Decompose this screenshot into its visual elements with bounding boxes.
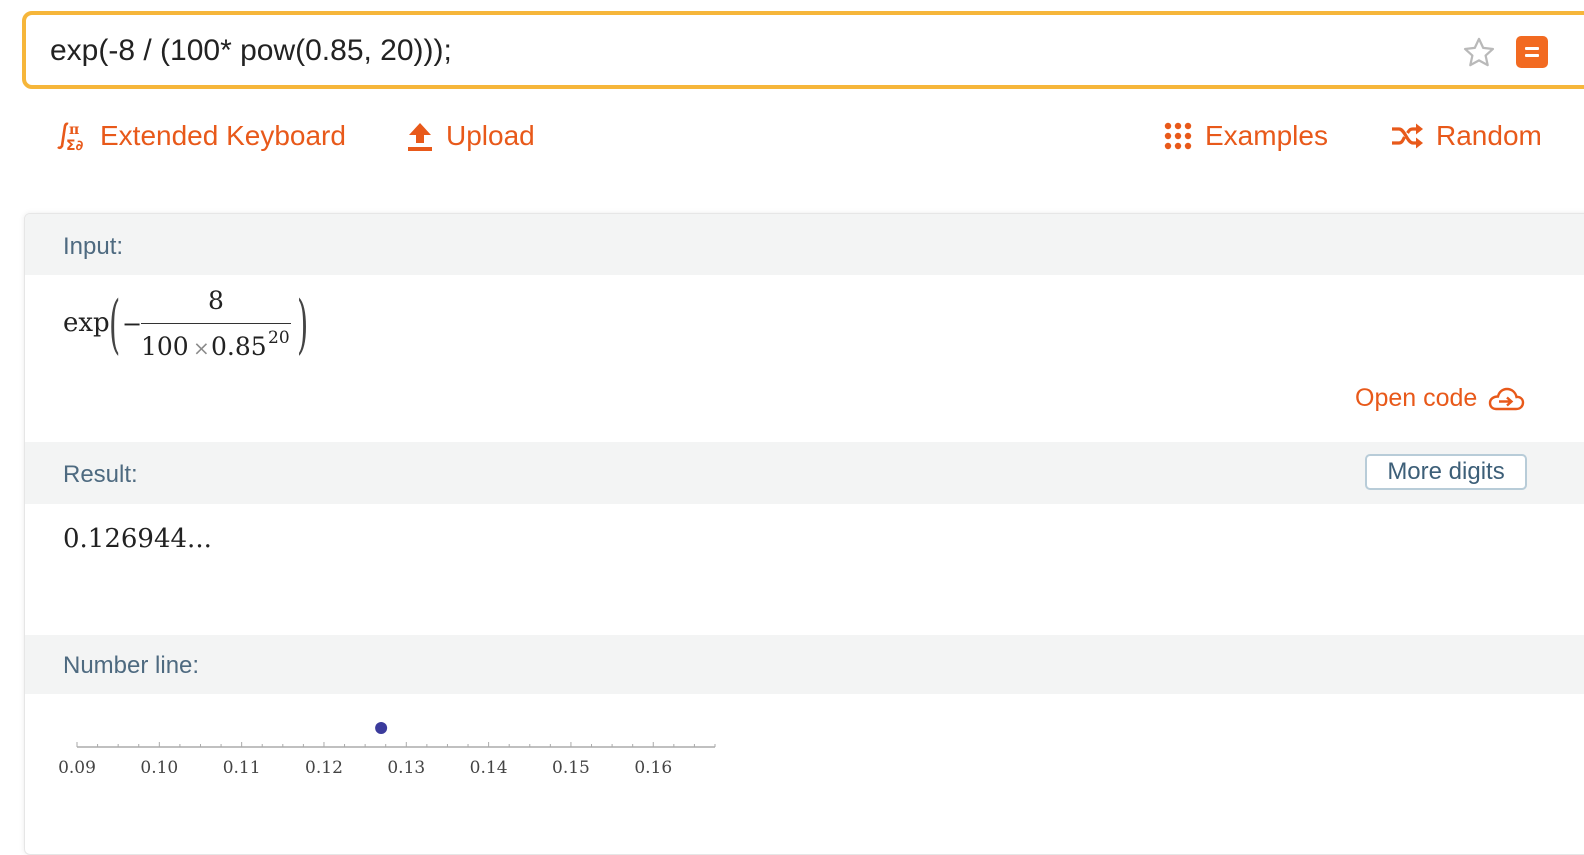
tick-label: 0.10 [140, 758, 178, 778]
upload-label: Upload [446, 120, 535, 151]
random-button[interactable]: Random [1390, 118, 1542, 154]
examples-button[interactable]: Examples [1163, 118, 1328, 154]
tick-label: 0.09 [58, 758, 96, 778]
grid-dots-icon [1164, 122, 1192, 150]
number-line-chart: 0.09 0.10 0.11 0.12 0.13 0.14 0.15 0.16 [58, 722, 716, 778]
svg-text:Σ∂: Σ∂ [66, 138, 84, 153]
tick-label: 0.11 [223, 758, 261, 778]
open-code-link[interactable]: Open code [1355, 384, 1525, 413]
formula-times: × [193, 336, 210, 360]
search-input[interactable] [50, 27, 1430, 75]
extended-keyboard-label: Extended Keyboard [100, 120, 346, 151]
formula-den-coef: 100 [141, 332, 189, 361]
formula-function: exp [63, 308, 110, 338]
upload-icon [408, 123, 432, 151]
formula-exponent: 20 [268, 328, 290, 348]
data-point [375, 722, 388, 734]
search-box[interactable] [22, 11, 1584, 89]
examples-label: Examples [1205, 120, 1328, 151]
input-pod-title: Input: [63, 233, 124, 260]
cloud-arrow-icon [1489, 387, 1525, 410]
formula-open-paren: ( [109, 288, 121, 362]
formula-numerator: 8 [208, 286, 224, 315]
formula-close-paren: ) [297, 288, 309, 362]
tick-label: 0.13 [387, 758, 425, 778]
tick-label: 0.15 [552, 758, 590, 778]
shuffle-icon [1392, 123, 1423, 149]
formula-minus: − [122, 310, 143, 338]
fraction-bar [141, 323, 291, 324]
star-icon[interactable] [1461, 35, 1497, 71]
result-pod-header: Result: [25, 442, 1584, 504]
tick-label: 0.16 [634, 758, 672, 778]
results-pod: Input: exp ( − 8 100 × 0.85 20 ) Open co… [24, 213, 1584, 855]
result-value: 0.126944... [63, 524, 212, 554]
number-line-pod-header: Number line: [25, 635, 1584, 694]
svg-text:π: π [69, 122, 79, 138]
number-line-pod-title: Number line: [63, 652, 200, 679]
random-label: Random [1436, 120, 1542, 151]
tick-label: 0.12 [305, 758, 343, 778]
upload-button[interactable]: Upload [406, 118, 535, 154]
formula-base: 0.85 [211, 332, 267, 361]
math-keyboard-icon: π Σ∂ [57, 122, 84, 153]
more-digits-button[interactable]: More digits [1365, 454, 1527, 490]
input-pod-header: Input: [25, 214, 1584, 275]
tick-label: 0.14 [470, 758, 508, 778]
menu-button[interactable] [1516, 36, 1548, 68]
extended-keyboard-button[interactable]: π Σ∂ Extended Keyboard [54, 118, 346, 154]
open-code-label: Open code [1355, 384, 1478, 412]
result-pod-title: Result: [63, 461, 138, 488]
